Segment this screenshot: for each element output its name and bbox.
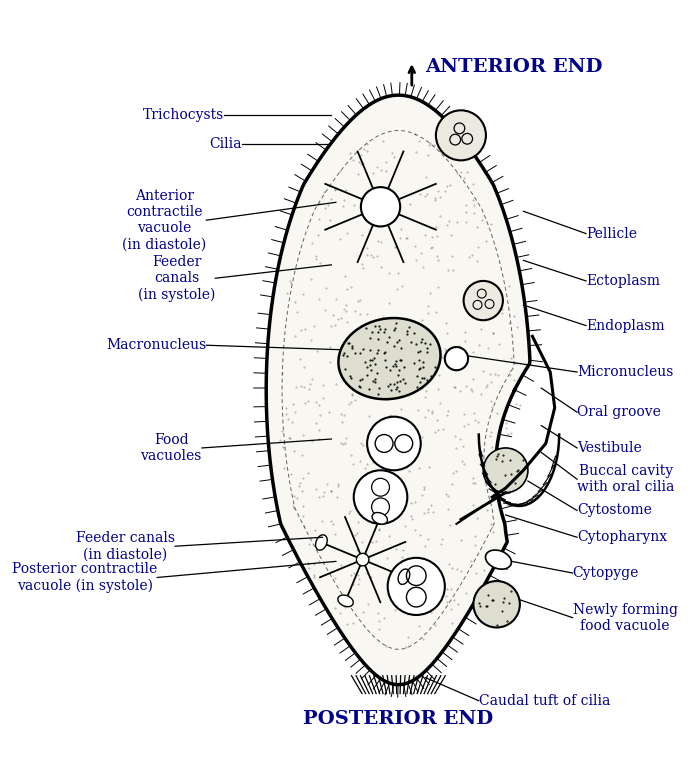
Text: Cytostome: Cytostome bbox=[577, 503, 652, 517]
Text: Cytopharynx: Cytopharynx bbox=[577, 531, 667, 545]
Polygon shape bbox=[266, 95, 530, 685]
Text: ANTERIOR END: ANTERIOR END bbox=[426, 58, 603, 75]
Text: Buccal cavity
with oral cilia: Buccal cavity with oral cilia bbox=[577, 464, 674, 494]
Text: Cilia: Cilia bbox=[209, 137, 242, 151]
Text: Feeder
canals
(in systole): Feeder canals (in systole) bbox=[138, 255, 216, 302]
Text: Macronucleus: Macronucleus bbox=[106, 338, 207, 352]
Ellipse shape bbox=[315, 534, 327, 550]
Text: Trichocysts: Trichocysts bbox=[143, 108, 225, 122]
Text: Oral groove: Oral groove bbox=[577, 405, 661, 419]
Circle shape bbox=[464, 281, 503, 321]
Text: Feeder canals
(in diastole): Feeder canals (in diastole) bbox=[76, 531, 175, 561]
Circle shape bbox=[367, 417, 421, 470]
Text: Cytopyge: Cytopyge bbox=[572, 566, 639, 580]
Text: Anterior
contractile
vacuole
(in diastole): Anterior contractile vacuole (in diastol… bbox=[122, 189, 207, 251]
Text: POSTERIOR END: POSTERIOR END bbox=[304, 710, 493, 727]
Text: Pellicle: Pellicle bbox=[586, 226, 637, 240]
Text: Vestibule: Vestibule bbox=[577, 441, 642, 455]
Circle shape bbox=[361, 187, 400, 226]
Circle shape bbox=[473, 581, 520, 628]
Text: Posterior contractile
vacuole (in systole): Posterior contractile vacuole (in systol… bbox=[12, 562, 157, 593]
Ellipse shape bbox=[338, 318, 441, 399]
Circle shape bbox=[436, 110, 486, 160]
Text: Micronucleus: Micronucleus bbox=[577, 365, 674, 379]
Text: Caudal tuft of cilia: Caudal tuft of cilia bbox=[479, 694, 610, 708]
Circle shape bbox=[356, 553, 369, 566]
Ellipse shape bbox=[372, 513, 387, 524]
Text: Food
vacuoles: Food vacuoles bbox=[141, 433, 202, 463]
Circle shape bbox=[445, 347, 468, 370]
Ellipse shape bbox=[398, 569, 410, 584]
Text: Ectoplasm: Ectoplasm bbox=[586, 274, 660, 288]
Ellipse shape bbox=[486, 550, 511, 569]
Circle shape bbox=[483, 448, 528, 492]
Ellipse shape bbox=[338, 595, 353, 607]
Circle shape bbox=[387, 558, 445, 615]
Circle shape bbox=[353, 470, 407, 524]
Text: Newly forming
food vacuole: Newly forming food vacuole bbox=[572, 603, 678, 633]
Text: Endoplasm: Endoplasm bbox=[586, 318, 665, 332]
